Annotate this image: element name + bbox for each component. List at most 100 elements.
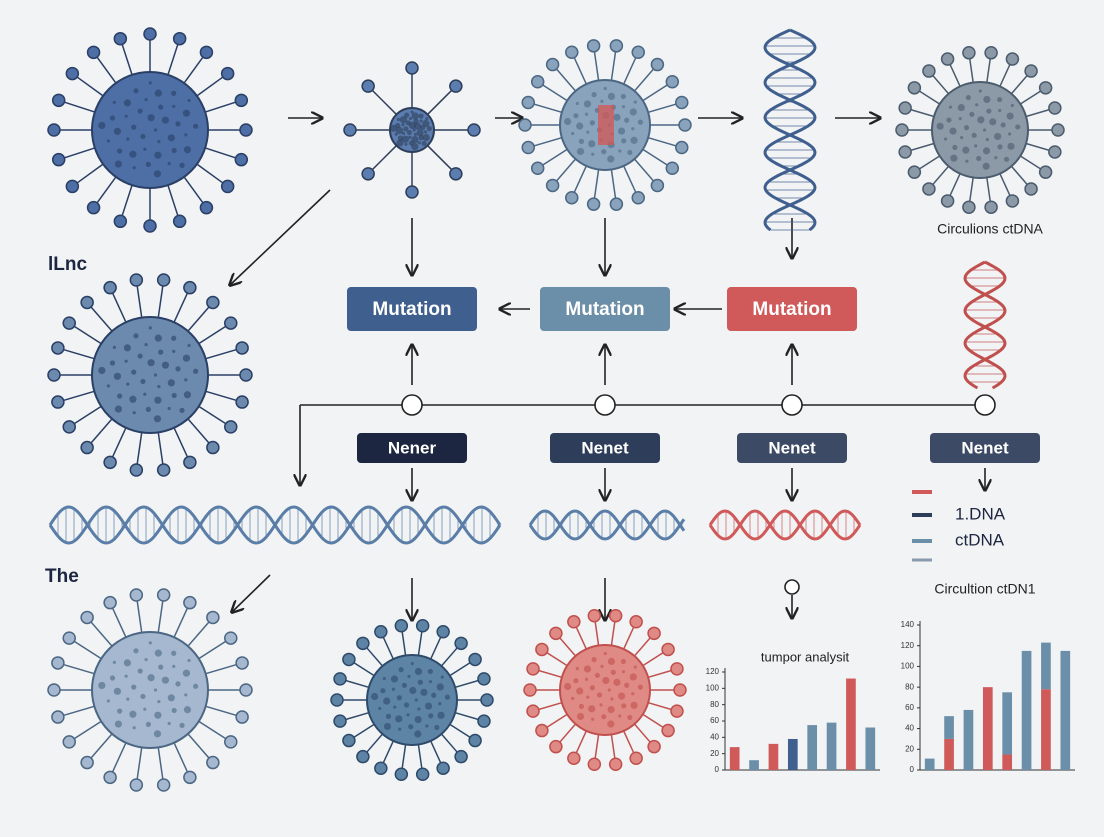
knob bbox=[895, 123, 909, 137]
dot bbox=[578, 138, 585, 144]
knob bbox=[587, 757, 602, 771]
dot bbox=[417, 141, 421, 145]
knob bbox=[224, 316, 238, 330]
knob bbox=[206, 440, 220, 455]
knob bbox=[183, 770, 197, 785]
knob bbox=[62, 420, 76, 434]
dot bbox=[126, 697, 130, 701]
dot bbox=[621, 138, 627, 144]
dot bbox=[401, 682, 407, 688]
knob bbox=[1024, 64, 1038, 78]
knob bbox=[206, 755, 220, 770]
knob bbox=[394, 767, 409, 781]
dot bbox=[631, 692, 635, 696]
dot bbox=[982, 128, 987, 132]
dot bbox=[946, 117, 952, 123]
knob bbox=[1024, 182, 1038, 196]
y-tick-label: 0 bbox=[910, 765, 915, 774]
dot bbox=[408, 724, 414, 730]
dot bbox=[952, 144, 958, 151]
dot bbox=[396, 139, 404, 147]
dot bbox=[583, 665, 592, 673]
dot bbox=[428, 713, 434, 719]
knob bbox=[898, 101, 912, 115]
dot bbox=[610, 669, 616, 675]
label-box bbox=[357, 433, 467, 463]
bar-segment bbox=[924, 758, 935, 770]
dot bbox=[131, 124, 137, 130]
knob bbox=[333, 714, 347, 728]
label: lLnc bbox=[48, 254, 87, 275]
y-tick-label: 140 bbox=[901, 620, 915, 629]
dot bbox=[631, 127, 635, 131]
knob bbox=[65, 66, 80, 81]
dot bbox=[591, 152, 595, 156]
dot bbox=[148, 81, 152, 85]
knob bbox=[675, 140, 689, 155]
knob bbox=[47, 683, 61, 697]
knob bbox=[239, 368, 253, 382]
knob bbox=[526, 704, 540, 718]
knob bbox=[549, 739, 563, 754]
dot bbox=[413, 132, 417, 136]
dot bbox=[607, 155, 615, 163]
dot bbox=[154, 711, 162, 719]
strand bbox=[708, 509, 862, 541]
dot bbox=[962, 146, 970, 154]
knob bbox=[608, 757, 623, 771]
dot bbox=[424, 702, 433, 710]
knob bbox=[436, 761, 450, 775]
dot bbox=[998, 108, 1002, 113]
knob bbox=[156, 273, 171, 287]
dot bbox=[620, 658, 626, 665]
label-box bbox=[550, 433, 660, 463]
dot bbox=[179, 722, 185, 728]
knob bbox=[647, 739, 661, 754]
dot bbox=[957, 103, 965, 112]
cell-body bbox=[91, 631, 209, 749]
dot bbox=[600, 99, 604, 103]
knob bbox=[405, 185, 419, 199]
dot bbox=[969, 111, 975, 117]
knob bbox=[665, 74, 680, 89]
dot bbox=[171, 392, 177, 399]
dot bbox=[161, 361, 170, 369]
dot bbox=[414, 715, 422, 724]
dot bbox=[154, 649, 162, 657]
knob bbox=[129, 588, 144, 602]
dot bbox=[994, 132, 1002, 141]
cell bbox=[518, 39, 692, 211]
dot bbox=[617, 127, 626, 135]
dot bbox=[398, 667, 404, 673]
knob bbox=[436, 625, 450, 639]
knob bbox=[480, 693, 494, 707]
dot bbox=[148, 326, 152, 330]
dot bbox=[113, 372, 122, 380]
helix bbox=[763, 28, 817, 232]
knob bbox=[342, 733, 356, 748]
dot bbox=[129, 395, 137, 403]
dot bbox=[633, 665, 637, 669]
dot bbox=[982, 162, 990, 170]
dot bbox=[153, 170, 162, 178]
dot bbox=[571, 696, 575, 701]
dot bbox=[143, 707, 147, 711]
dot bbox=[182, 669, 191, 677]
knob bbox=[224, 735, 238, 749]
knob bbox=[333, 672, 347, 686]
dot bbox=[117, 393, 123, 399]
dot bbox=[633, 100, 637, 104]
strand bbox=[708, 509, 862, 541]
knob bbox=[103, 595, 117, 610]
dot bbox=[383, 697, 391, 705]
dot bbox=[114, 405, 123, 413]
knob bbox=[356, 636, 370, 651]
knob bbox=[156, 463, 171, 477]
knob bbox=[51, 710, 65, 724]
dot bbox=[573, 678, 579, 684]
dot bbox=[607, 720, 615, 728]
dot bbox=[385, 713, 392, 719]
dot bbox=[171, 147, 177, 154]
strand bbox=[528, 509, 686, 541]
knob bbox=[587, 609, 602, 623]
